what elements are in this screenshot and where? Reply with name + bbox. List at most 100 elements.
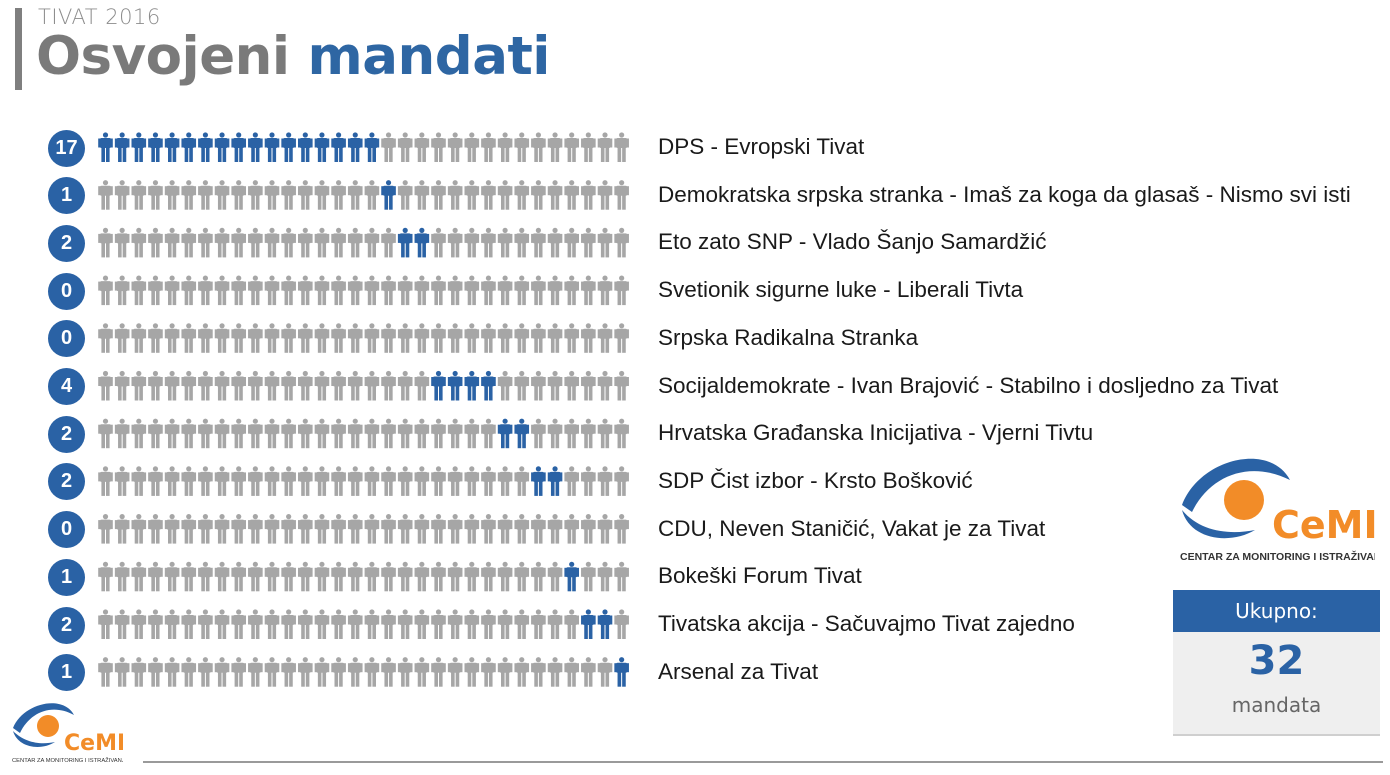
seat-icon-empty bbox=[314, 180, 330, 210]
seat-icon-empty bbox=[131, 657, 147, 687]
seat-icon-empty bbox=[314, 323, 330, 353]
logo-small-wordmark: CeMI bbox=[64, 731, 123, 756]
seat-icon-empty bbox=[514, 514, 530, 544]
seat-icon-empty bbox=[347, 609, 363, 639]
seat-icon-empty bbox=[114, 609, 130, 639]
party-label: Demokratska srpska stranka - Imaš za kog… bbox=[658, 181, 1351, 207]
seat-count-badge: 1 bbox=[48, 558, 85, 596]
seat-icon-empty bbox=[431, 180, 446, 210]
seat-icon-empty bbox=[364, 275, 380, 306]
seat-icon-empty bbox=[148, 323, 163, 353]
seat-icon-empty bbox=[131, 466, 147, 496]
seat-icon-empty bbox=[214, 275, 230, 306]
seat-icon-empty bbox=[298, 418, 313, 449]
seat-icon-empty bbox=[164, 418, 180, 449]
seat-icon-empty bbox=[214, 466, 230, 496]
party-label: Arsenal za Tivat bbox=[658, 658, 819, 684]
seat-icon-empty bbox=[547, 132, 563, 162]
seat-icon-empty bbox=[331, 323, 346, 353]
seat-icon-empty bbox=[497, 370, 513, 401]
seat-icon-empty bbox=[231, 275, 246, 306]
seat-count-badge: 17 bbox=[48, 129, 85, 167]
total-seats-box: Ukupno: 32 mandata bbox=[1173, 590, 1380, 736]
seat-icon-empty bbox=[464, 561, 480, 592]
seat-icon-empty bbox=[414, 514, 430, 544]
seat-icon-empty bbox=[581, 370, 596, 401]
seat-icon-won bbox=[514, 418, 530, 449]
seat-icon-empty bbox=[497, 657, 513, 687]
seat-icon-empty bbox=[614, 132, 629, 162]
seat-icon-empty bbox=[514, 180, 530, 210]
seat-icon-empty bbox=[231, 370, 246, 401]
seat-icon-empty bbox=[447, 561, 463, 592]
seat-icon-won bbox=[497, 418, 513, 449]
seat-count-badge: 0 bbox=[48, 320, 85, 358]
seat-icon-won bbox=[431, 370, 446, 401]
seat-icon-empty bbox=[547, 514, 563, 544]
seat-icon-empty bbox=[98, 418, 113, 449]
seat-count-badge: 2 bbox=[48, 463, 85, 501]
seat-icon-empty bbox=[198, 370, 213, 401]
seat-icon-empty bbox=[447, 227, 463, 258]
seat-icon-empty bbox=[397, 609, 413, 639]
seat-icon-empty bbox=[381, 657, 396, 687]
seat-icon-empty bbox=[547, 418, 563, 449]
seat-icon-empty bbox=[581, 275, 596, 306]
seat-icon-empty bbox=[531, 275, 546, 306]
seat-count-badge: 2 bbox=[48, 415, 85, 453]
seat-icon-empty bbox=[231, 323, 246, 353]
seat-icon-empty bbox=[231, 227, 246, 258]
seat-icon-won bbox=[281, 132, 296, 162]
seat-icon-empty bbox=[314, 418, 330, 449]
seat-icon-empty bbox=[581, 561, 596, 592]
seat-icon-empty bbox=[148, 227, 163, 258]
seat-icon-empty bbox=[131, 418, 147, 449]
seat-icon-empty bbox=[397, 418, 413, 449]
seat-icon-empty bbox=[531, 418, 546, 449]
seat-icon-empty bbox=[381, 609, 396, 639]
seat-icon-empty bbox=[347, 657, 363, 687]
seat-icon-empty bbox=[264, 180, 280, 210]
seat-icon-empty bbox=[364, 609, 380, 639]
seat-icon-empty bbox=[464, 418, 480, 449]
seat-icon-empty bbox=[264, 466, 280, 496]
seat-icon-empty bbox=[597, 657, 613, 687]
seat-icon-empty bbox=[98, 657, 113, 687]
seat-icon-empty bbox=[597, 514, 613, 544]
seat-icon-empty bbox=[447, 466, 463, 496]
seat-icon-empty bbox=[464, 466, 480, 496]
seat-icon-empty bbox=[497, 323, 513, 353]
seat-icon-empty bbox=[597, 418, 613, 449]
seat-icon-empty bbox=[298, 514, 313, 544]
seat-icon-won bbox=[614, 657, 629, 687]
seat-icon-empty bbox=[281, 370, 296, 401]
seat-icon-empty bbox=[347, 418, 363, 449]
seat-icon-empty bbox=[397, 180, 413, 210]
seat-icon-won bbox=[181, 132, 197, 162]
seat-icon-empty bbox=[231, 418, 246, 449]
seat-icon-empty bbox=[431, 609, 446, 639]
seat-icon-empty bbox=[497, 561, 513, 592]
seat-icon-empty bbox=[564, 132, 579, 162]
seat-icon-empty bbox=[597, 132, 613, 162]
seat-icon-empty bbox=[614, 561, 629, 592]
total-value: 32 bbox=[1248, 638, 1305, 684]
party-label: SDP Čist izbor - Krsto Bošković bbox=[658, 467, 973, 493]
seat-icon-empty bbox=[614, 466, 629, 496]
seat-icon-empty bbox=[547, 227, 563, 258]
seat-icon-won bbox=[98, 132, 113, 162]
seat-icon-empty bbox=[181, 514, 197, 544]
seat-icon-empty bbox=[397, 275, 413, 306]
seat-icon-won bbox=[347, 132, 363, 162]
seat-icon-empty bbox=[531, 609, 546, 639]
seat-icon-empty bbox=[114, 370, 130, 401]
total-label: Ukupno: bbox=[1173, 590, 1380, 632]
seat-icon-won bbox=[114, 132, 130, 162]
seat-icon-won bbox=[164, 132, 180, 162]
seat-icon-empty bbox=[331, 466, 346, 496]
seat-icon-empty bbox=[614, 514, 629, 544]
seat-icon-empty bbox=[331, 227, 346, 258]
seat-icon-empty bbox=[98, 514, 113, 544]
seat-icon-empty bbox=[298, 323, 313, 353]
seat-icon-empty bbox=[281, 657, 296, 687]
